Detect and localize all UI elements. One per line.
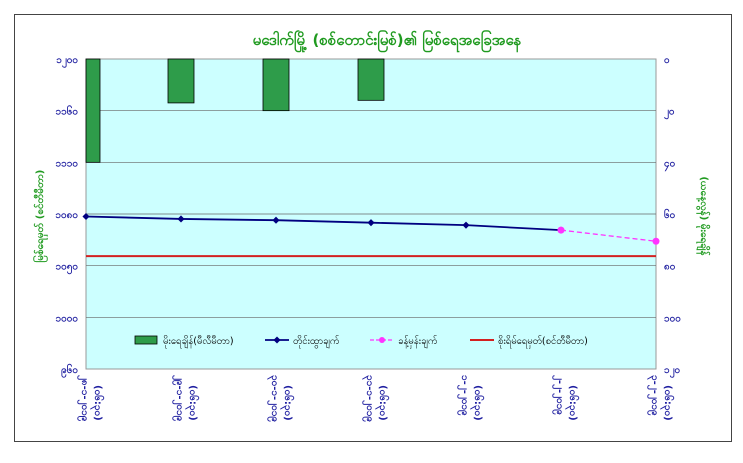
observed-point xyxy=(462,221,470,229)
right-tick-label: ၆၀ xyxy=(664,208,675,221)
svg-text:(၀၆:၃၀): (၀၆:၃၀) xyxy=(469,385,485,421)
observed-point xyxy=(367,219,375,227)
legend-item: စိုးရိမ်ရေမှတ်(စင်တီမီတာ) xyxy=(470,336,588,348)
chart-title: မဒေါက်မြို့ (စစ်တောင်းမြစ်)၏ မြစ်ရေအခြေအ… xyxy=(253,29,522,53)
x-tick-label: ၂၈-၁-၂၀၁၉ (၀၆:၃၀) xyxy=(76,375,105,421)
svg-text:၃၁-၁-၂၀၁၉: ၃၁-၁-၂၀၁၉ xyxy=(361,375,375,422)
rain-bar xyxy=(85,58,101,163)
left-tick-label: ၁၂၀၀ xyxy=(56,55,78,69)
x-tick-label: ၃-၂-၂၀၁၉ (၀၆:၃၀) xyxy=(646,375,675,421)
svg-text:တိုင်းထွာချက်: တိုင်းထွာချက် xyxy=(293,336,340,348)
svg-text:(၀၆:၃၀): (၀၆:၃၀) xyxy=(374,385,390,421)
right-tick-label: ၀ xyxy=(664,55,670,66)
x-axis-ticks: ၂၈-၁-၂၀၁၉ (၀၆:၃၀) ၂၉-၁-၂၀၁၉ (၀၆:၃၀) ၃၀-၁-၂၀၁… xyxy=(76,375,675,422)
svg-text:(၀၆:၃၀): (၀၆:၃၀) xyxy=(659,385,675,421)
right-tick-label: ၈၀ xyxy=(664,262,675,273)
observed-point xyxy=(82,212,90,221)
svg-text:ခန့်မှန်းချက်: ခန့်မှန်းချက် xyxy=(398,336,438,348)
svg-text:၂၉-၁-၂၀၁၉: ၂၉-၁-၂၀၁၉ xyxy=(171,375,185,421)
svg-text:၂-၂-၂၀၁၉: ၂-၂-၂၀၁၉ xyxy=(551,375,565,415)
forecast-point xyxy=(652,237,660,245)
forecast-point xyxy=(557,226,565,234)
svg-text:(၀၆:၃၀): (၀၆:၃၀) xyxy=(564,385,580,421)
left-tick-label: ၉၆၀ xyxy=(61,363,78,379)
svg-text:၃၀-၁-၂၀၁၉: ၃၀-၁-၂၀၁၉ xyxy=(266,375,280,422)
left-tick-label: ၁၀၅၀ xyxy=(56,262,79,276)
left-tick-label: ၁၀၀၀ xyxy=(56,313,79,324)
left-axis-ticks: ၉၆၀ ၁၀၀၀ ၁၀၅၀ ၁၀၈၀ ၁၁၁၀ ၁၁၆၀ ၁၂၀၀ xyxy=(55,55,78,379)
rain-bar xyxy=(357,58,385,101)
x-tick-label: ၃၀-၁-၂၀၁၉ (၀၆:၃၀) xyxy=(266,375,295,422)
legend-item: မိုးရေချိန်(မီလီမီတာ) xyxy=(134,335,234,348)
left-axis-title: မြစ်ရေမှတ် (စင်တီမီတာ) xyxy=(32,170,49,263)
observed-point xyxy=(177,215,185,223)
svg-text:၂၈-၁-၂၀၁၉: ၂၈-၁-၂၀၁၉ xyxy=(76,375,90,421)
x-tick-label: ၂-၂-၂၀၁၉ (၀၆:၃၀) xyxy=(551,375,580,421)
legend-item: တိုင်းထွာချက် xyxy=(265,336,340,348)
right-axis-title: (ယနေ့လွန်) မိုးရေချိန် xyxy=(695,176,711,255)
x-tick-label: ၂၉-၁-၂၀၁၉ (၀၆:၃၀) xyxy=(171,375,200,421)
left-tick-label: ၁၁၁၀ xyxy=(56,158,79,169)
gridlines xyxy=(86,110,656,318)
right-tick-label: ၄၀ xyxy=(664,158,675,172)
chart-frame: မဒေါက်မြို့ (စစ်တောင်းမြစ်)၏ မြစ်ရေအခြေအ… xyxy=(14,14,732,442)
right-tick-label: ၂၀ xyxy=(664,107,675,121)
svg-text:(၀၆:၃၀): (၀၆:၃၀) xyxy=(89,385,105,421)
left-tick-label: ၁၀၈၀ xyxy=(55,210,78,221)
legend: မိုးရေချိန်(မီလီမီတာ) တိုင်းထွာချက် ခန့်မှ… xyxy=(134,335,588,348)
x-tick-label: ၃၁-၁-၂၀၁၉ (၀၆:၃၀) xyxy=(361,375,390,422)
svg-text:(၀၆:၃၀): (၀၆:၃၀) xyxy=(279,385,295,421)
svg-text:မိုးရေချိန်(မီလီမီတာ): မိုးရေချိန်(မီလီမီတာ) xyxy=(163,336,234,348)
right-tick-label: ၁၀၀ xyxy=(664,313,681,324)
svg-text:စိုးရိမ်ရေမှတ်(စင်တီမီတာ): စိုးရိမ်ရေမှတ်(စင်တီမီတာ) xyxy=(498,336,588,348)
chart-svg: မဒေါက်မြို့ (စစ်တောင်းမြစ်)၏ မြစ်ရေအခြေအ… xyxy=(32,29,711,422)
legend-item: ခန့်မှန်းချက် xyxy=(370,336,438,348)
rainfall-bars xyxy=(85,58,385,163)
rain-bar xyxy=(167,58,195,104)
observed-line xyxy=(85,215,562,232)
svg-text:၃-၂-၂၀၁၉: ၃-၂-၂၀၁၉ xyxy=(646,375,660,416)
svg-text:၁-၂-၂၀၁၉: ၁-၂-၂၀၁၉ xyxy=(456,375,470,416)
x-tick-label: ၁-၂-၂၀၁၉ (၀၆:၃၀) xyxy=(456,375,485,421)
svg-text:(၀၆:၃၀): (၀၆:၃၀) xyxy=(184,385,200,421)
series-lines xyxy=(82,212,660,258)
rain-bar xyxy=(262,58,290,112)
observed-point xyxy=(272,216,280,224)
left-tick-label: ၁၁၆၀ xyxy=(56,105,79,118)
right-tick-label: ၁၂၀ xyxy=(664,365,680,379)
